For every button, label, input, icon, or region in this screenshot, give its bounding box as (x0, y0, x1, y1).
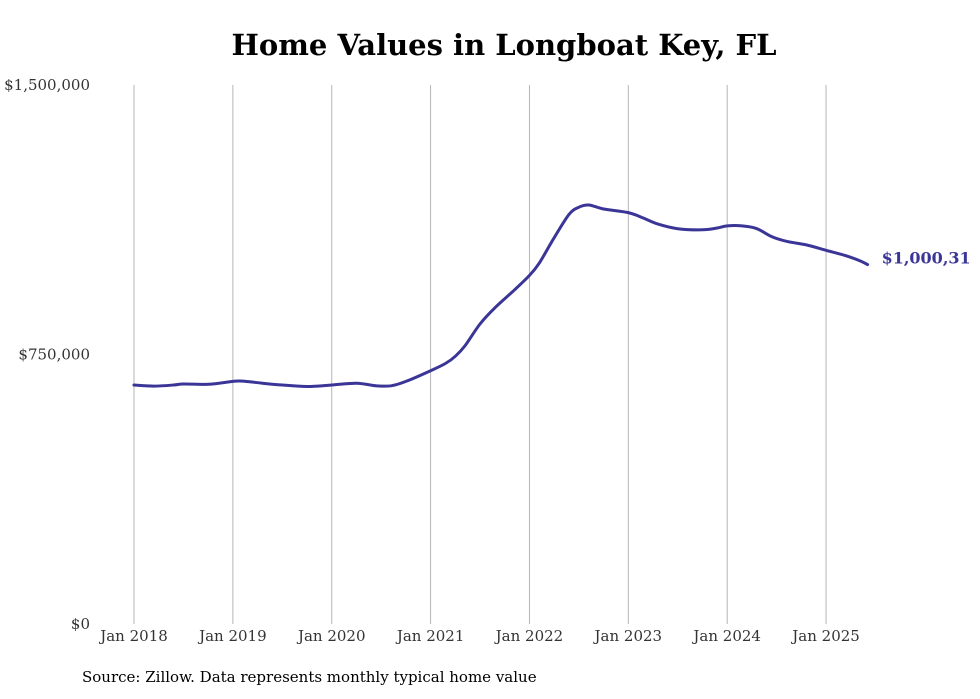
chart-title: Home Values in Longboat Key, FL (231, 28, 777, 62)
source-note: Source: Zillow. Data represents monthly … (82, 668, 537, 686)
x-tick-label: Jan 2024 (691, 627, 761, 645)
x-tick-label: Jan 2022 (494, 627, 564, 645)
x-tick-label: Jan 2021 (395, 627, 465, 645)
x-tick-label: Jan 2020 (296, 627, 366, 645)
x-tick-label: Jan 2019 (197, 627, 267, 645)
x-tick-label: Jan 2025 (790, 627, 860, 645)
gridlines (133, 85, 827, 624)
axis-labels: Jan 2018 Jan 2019 Jan 2020 Jan 2021 Jan 2022… (4, 76, 860, 645)
series-layer: $1,000,31 (132, 203, 971, 388)
x-tick-label: Jan 2018 (98, 627, 168, 645)
x-tick-label: Jan 2023 (593, 627, 663, 645)
y-tick-label: $1,500,000 (4, 76, 90, 94)
series-line (132, 203, 870, 388)
end-value-label: $1,000,31 (882, 249, 971, 268)
y-tick-label: $750,000 (18, 346, 90, 364)
y-tick-label: $0 (71, 615, 90, 633)
